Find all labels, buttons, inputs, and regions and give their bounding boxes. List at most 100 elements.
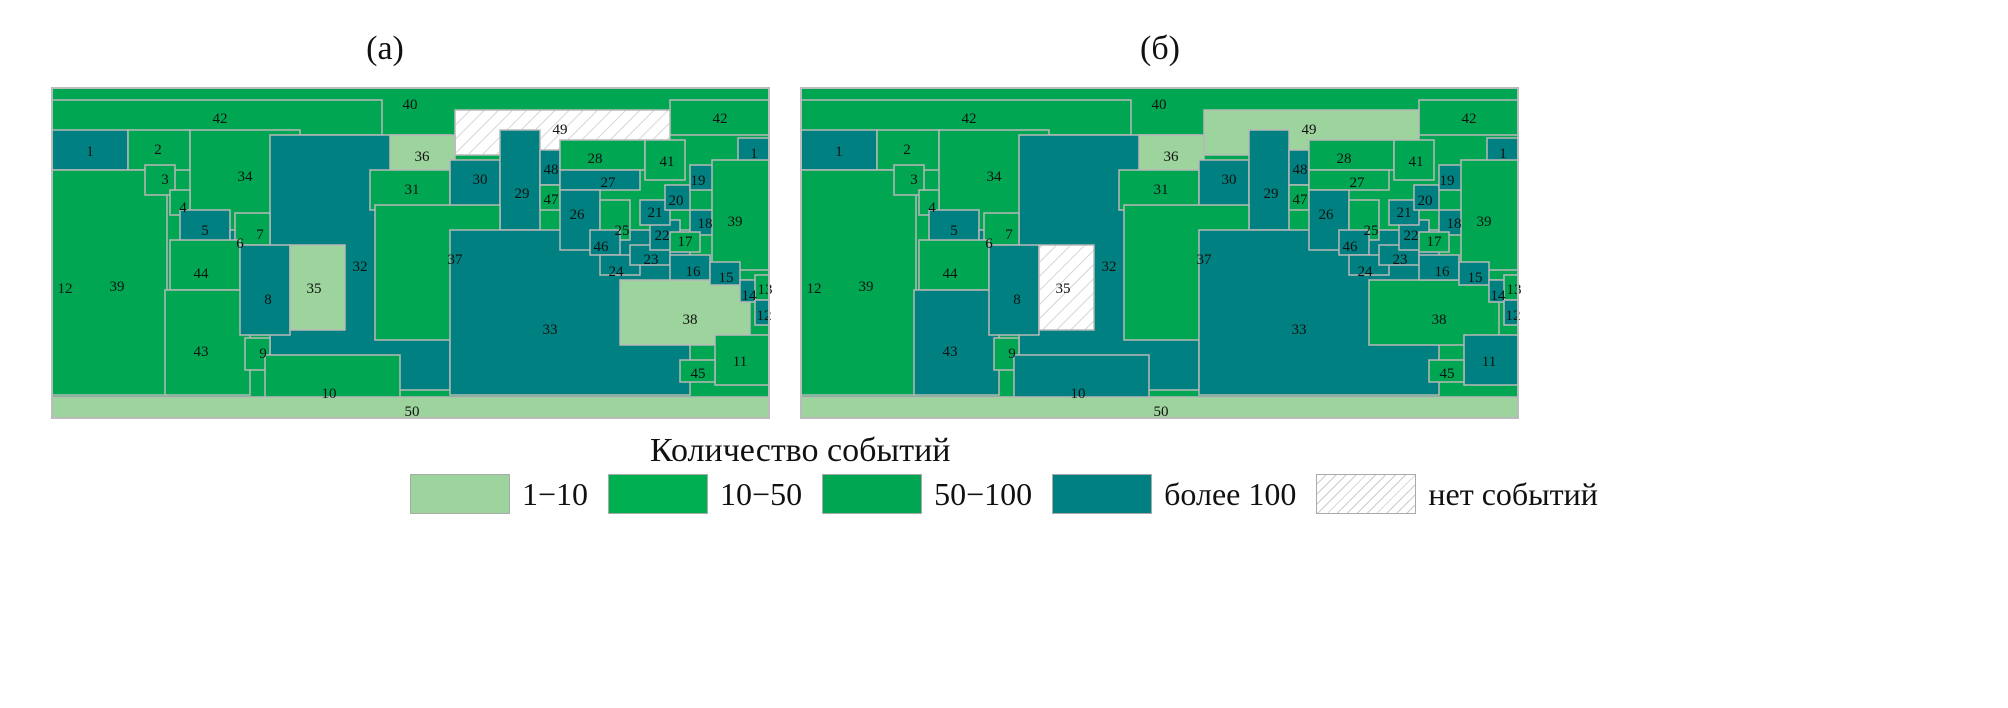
region-label: 36 xyxy=(1164,149,1180,165)
region-38 xyxy=(1368,279,1500,346)
region-46 xyxy=(1338,229,1370,256)
map-frame xyxy=(51,87,770,419)
region-43 xyxy=(913,289,1000,396)
region-label: 1 xyxy=(86,144,94,160)
region-label: 6 xyxy=(985,236,993,252)
region-42 xyxy=(800,99,1132,136)
region-label: 10 xyxy=(322,386,337,402)
region-label: 32 xyxy=(353,259,368,275)
region-45 xyxy=(1428,359,1465,383)
region-8 xyxy=(239,244,291,336)
legend: 1−10 10−50 50−100 более 100 нет событий xyxy=(410,474,1618,514)
region-label: 28 xyxy=(588,151,603,167)
region-7 xyxy=(983,212,1020,246)
region-label: 8 xyxy=(1013,292,1021,308)
region-label: 12 xyxy=(807,281,822,297)
region-label: 43 xyxy=(194,344,209,360)
region-label: 23 xyxy=(644,252,659,268)
region-label: 43 xyxy=(943,344,958,360)
region-label: 21 xyxy=(648,205,663,221)
region-label: 40 xyxy=(1152,97,1167,113)
region-label: 20 xyxy=(669,193,684,209)
region-label: 6 xyxy=(236,236,244,252)
region-label: 31 xyxy=(1154,182,1169,198)
region-label: 37 xyxy=(448,252,464,268)
region-label: 1 xyxy=(835,144,843,160)
region-label: 16 xyxy=(686,264,702,280)
region-label: 1 xyxy=(1499,146,1507,162)
region-28 xyxy=(559,139,646,171)
region-11 xyxy=(1463,334,1519,386)
region-label: 19 xyxy=(1440,173,1455,189)
region-label: 39 xyxy=(728,214,743,230)
region-label: 46 xyxy=(594,239,610,255)
region-label: 8 xyxy=(264,292,272,308)
legend-swatch-M xyxy=(822,474,923,514)
region-label: 30 xyxy=(1222,172,1237,188)
legend-swatch-N xyxy=(1316,474,1417,514)
region-label: 44 xyxy=(194,266,210,282)
region-label: 4 xyxy=(179,200,187,216)
region-36 xyxy=(1138,134,1205,171)
region-label: 21 xyxy=(1397,205,1412,221)
region-label: 24 xyxy=(609,264,625,280)
region-label: 32 xyxy=(1102,259,1117,275)
region-label: 14 xyxy=(742,288,758,304)
region-label: 38 xyxy=(1432,312,1447,328)
region-label: 50 xyxy=(1154,404,1169,420)
region-label: 45 xyxy=(1440,366,1455,382)
region-30 xyxy=(1198,159,1250,211)
region-label: 5 xyxy=(950,223,958,239)
region-46 xyxy=(589,229,621,256)
region-8 xyxy=(988,244,1040,336)
region-15 xyxy=(1458,261,1490,286)
region-label: 13 xyxy=(1507,282,1522,298)
region-30 xyxy=(449,159,501,211)
region-label: 48 xyxy=(544,162,559,178)
region-35 xyxy=(289,244,346,331)
legend-label: 10−50 xyxy=(720,475,803,512)
region-41 xyxy=(1393,139,1435,181)
region-label: 27 xyxy=(1350,175,1366,191)
region-39 xyxy=(800,169,917,396)
region-label: 3 xyxy=(910,172,918,188)
region-label: 35 xyxy=(1056,281,1071,297)
panel-b-title: (б) xyxy=(1140,30,1180,67)
region-label: 36 xyxy=(415,149,431,165)
region-29 xyxy=(499,129,541,231)
region-7 xyxy=(234,212,271,246)
legend-label: нет событий xyxy=(1428,475,1598,512)
region-44 xyxy=(918,239,990,291)
region-label: 25 xyxy=(615,223,630,239)
map-frame xyxy=(800,87,1519,419)
region-5 xyxy=(179,209,231,246)
panel-a-title: (а) xyxy=(366,30,404,67)
region-label: 4 xyxy=(928,200,936,216)
legend-label: 50−100 xyxy=(934,475,1033,512)
region-label: 15 xyxy=(1468,270,1483,286)
region-label: 38 xyxy=(683,312,698,328)
region-label: 23 xyxy=(1393,252,1408,268)
region-label: 47 xyxy=(1293,192,1309,208)
region-label: 3 xyxy=(161,172,169,188)
legend-label: 1−10 xyxy=(522,475,589,512)
region-label: 11 xyxy=(1482,354,1496,370)
region-label: 27 xyxy=(601,175,617,191)
region-43 xyxy=(164,289,251,396)
region-label: 24 xyxy=(1358,264,1374,280)
region-label: 12 xyxy=(757,308,772,324)
region-36 xyxy=(389,134,456,171)
region-18 xyxy=(1438,209,1465,236)
region-label: 42 xyxy=(213,111,228,127)
region-label: 2 xyxy=(903,142,911,158)
region-41 xyxy=(644,139,686,181)
legend-swatch-T xyxy=(1052,474,1153,514)
region-label: 20 xyxy=(1418,193,1433,209)
region-20 xyxy=(664,184,691,211)
region-label: 39 xyxy=(1477,214,1492,230)
region-label: 34 xyxy=(238,169,254,185)
region-5 xyxy=(928,209,980,246)
region-1 xyxy=(800,129,878,171)
region-label: 39 xyxy=(859,279,874,295)
